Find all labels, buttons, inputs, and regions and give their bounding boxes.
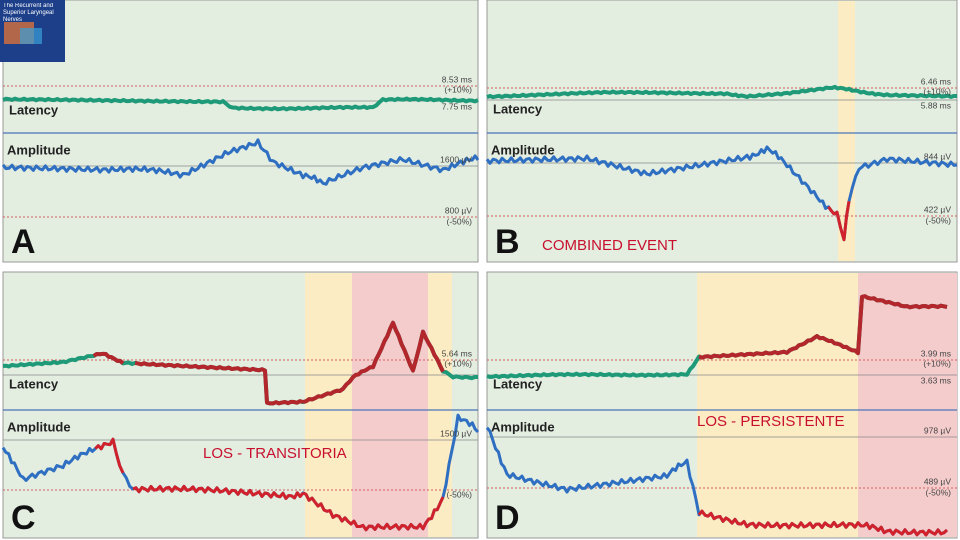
latency-upper-note: (+10%) (923, 358, 951, 368)
latency-baseline: 7.75 ms (442, 101, 472, 111)
alarm-trace (92, 351, 125, 365)
alarm-trace (302, 491, 445, 532)
amplitude-baseline: 1500 µV (440, 428, 472, 438)
cover-art (20, 28, 42, 44)
label: D (495, 499, 520, 537)
annotation: COMBINED EVENT (542, 237, 677, 254)
latency-upper-note: (+10%) (444, 358, 472, 368)
amplitude-label: Amplitude (491, 419, 555, 434)
latency-trace (486, 84, 958, 100)
latency-label: Latency (9, 102, 59, 117)
event-band (428, 273, 452, 537)
latency-baseline: 3.63 ms (921, 375, 951, 385)
amplitude-label: Amplitude (7, 419, 71, 434)
amplitude-lower-note: (-50%) (925, 215, 951, 225)
label: B (495, 223, 520, 261)
label: A (11, 223, 36, 261)
latency-upper: 6.46 ms (921, 76, 951, 86)
panel: 3.99 ms(+10%) 3.63 ms 978 µV 489 µV(-50%) La… (485, 271, 958, 539)
alarm-trace (697, 509, 949, 537)
panel: 5.64 ms(+10%) 1500 µV (-50%) Latency Amplitu… (1, 271, 480, 539)
latency-trace (2, 96, 479, 112)
amplitude-trace (485, 145, 958, 242)
latency-upper-note: (+10%) (444, 84, 472, 94)
book-cover: The Recurrent and Superior Laryngeal Ner… (0, 0, 65, 62)
amplitude-lower: 422 µV (924, 204, 951, 214)
amplitude-baseline: 978 µV (924, 425, 951, 435)
amplitude-label: Amplitude (7, 142, 71, 157)
latency-label: Latency (493, 376, 543, 391)
alarm-trace (132, 484, 305, 500)
amplitude-lower: 489 µV (924, 476, 951, 486)
amplitude-lower-note: (-50%) (446, 216, 472, 226)
event-band (352, 273, 428, 537)
panel-bg (486, 0, 958, 263)
cover-title-box: The Recurrent and Superior Laryngeal Ner… (3, 3, 54, 23)
latency-label: Latency (9, 376, 59, 391)
amplitude-label: Amplitude (491, 142, 555, 157)
latency-baseline: 5.88 ms (921, 100, 951, 110)
alarm-trace (134, 360, 304, 406)
cover-title: The Recurrent and Superior Laryngeal Ner… (3, 3, 54, 23)
latency-upper-note: (+10%) (923, 86, 951, 96)
alarm-trace (698, 294, 948, 360)
amplitude-lower: 800 µV (445, 205, 472, 215)
panel: 8.53 ms(+10%) 7.75 ms 1600 µV 800 µV(-50%) L… (1, 0, 480, 263)
latency-upper: 3.99 ms (921, 348, 951, 358)
amplitude-lower-note: (-50%) (446, 489, 472, 499)
alarm-trace (302, 320, 445, 405)
latency-upper: 5.64 ms (442, 348, 472, 358)
amplitude-lower-note: (-50%) (925, 487, 951, 497)
amplitude-trace (1, 138, 480, 186)
latency-label: Latency (493, 101, 543, 116)
amplitude-baseline: 844 µV (924, 151, 951, 161)
panel: 6.46 ms(+10%) 5.88 ms 844 µV 422 µV(-50%) La… (485, 0, 958, 263)
annotation: LOS - TRANSITORIA (203, 445, 347, 462)
event-band (305, 273, 352, 537)
event-band (697, 273, 858, 537)
amplitude-baseline: 1600 µV (440, 154, 472, 164)
event-band (858, 273, 957, 537)
label: C (11, 499, 36, 537)
alarm-trace (94, 437, 125, 474)
panel-bg (2, 0, 479, 263)
annotation: LOS - PERSISTENTE (697, 413, 845, 430)
latency-upper: 8.53 ms (442, 74, 472, 84)
alarm-trace (827, 201, 851, 242)
